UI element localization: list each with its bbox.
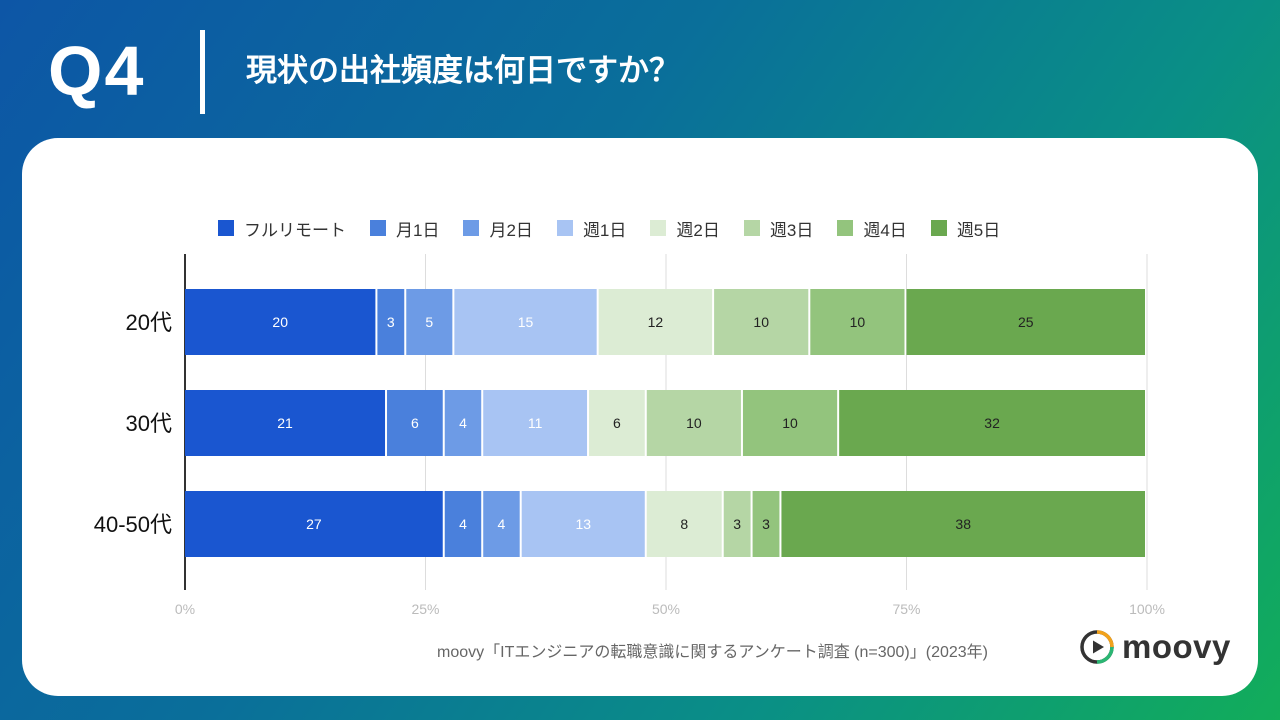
- data-label: 3: [733, 516, 741, 532]
- data-label: 4: [459, 516, 467, 532]
- data-label: 10: [782, 415, 798, 431]
- bar-segment: [444, 491, 482, 557]
- question-number: Q4: [48, 32, 146, 110]
- moovy-logo: moovy: [1078, 628, 1231, 666]
- y-category-label: 30代: [126, 411, 172, 436]
- data-label: 32: [984, 415, 1000, 431]
- legend-label: 週3日: [769, 220, 814, 240]
- question-title: 現状の出社頻度は何日ですか？: [246, 53, 680, 88]
- data-label: 8: [680, 516, 688, 532]
- data-label: 38: [955, 516, 971, 532]
- data-label: 4: [459, 415, 467, 431]
- play-circle-icon: [1080, 630, 1114, 664]
- legend-swatch: [463, 220, 480, 236]
- bar-segment: [839, 390, 1145, 456]
- legend-swatch: [218, 220, 234, 236]
- legend-item: 週2日: [650, 216, 720, 241]
- bar-segment: [781, 491, 1145, 557]
- data-label: 10: [850, 314, 866, 330]
- legend-swatch: [650, 220, 667, 236]
- data-label: 12: [648, 314, 664, 330]
- legend-item: フルリモート: [218, 216, 346, 241]
- legend-item: 週3日: [743, 216, 814, 241]
- legend-swatch: [743, 220, 760, 236]
- bar-segment: [406, 289, 453, 355]
- legend-label: フルリモート: [244, 220, 346, 240]
- y-category-label: 20代: [126, 310, 172, 335]
- bar-segment: [646, 390, 741, 456]
- bar-segment: [810, 289, 905, 355]
- bar-segment: [185, 390, 386, 456]
- data-label: 11: [528, 415, 543, 431]
- legend-swatch: [837, 220, 854, 236]
- data-label: 3: [762, 516, 770, 532]
- data-label: 5: [425, 314, 433, 330]
- legend-item: 週5日: [930, 216, 1001, 241]
- x-tick-label: 100%: [1129, 601, 1165, 617]
- data-label: 6: [411, 415, 419, 431]
- data-label: 6: [613, 415, 621, 431]
- legend-item: 週1日: [556, 216, 627, 241]
- data-label: 4: [498, 516, 506, 532]
- legend-label: 週2日: [676, 220, 720, 240]
- bar-segment: [387, 390, 443, 456]
- legend-swatch: [556, 220, 573, 236]
- data-label: 10: [686, 415, 702, 431]
- bar-segment: [185, 289, 376, 355]
- legend-label: 月1日: [396, 220, 440, 240]
- bar-segment: [742, 390, 838, 456]
- data-label: 21: [277, 415, 293, 431]
- legend-label: 月2日: [489, 220, 533, 240]
- data-label: 3: [387, 314, 395, 330]
- header-divider: [200, 30, 205, 114]
- bar-segment: [646, 491, 722, 557]
- bar-segment: [185, 491, 443, 557]
- x-tick-label: 50%: [652, 601, 680, 617]
- bar-segment: [598, 289, 713, 355]
- bar-segment: [906, 289, 1145, 355]
- y-category-label: 40-50代: [94, 512, 172, 537]
- legend-item: 月2日: [463, 216, 533, 241]
- x-tick-label: 25%: [411, 601, 439, 617]
- legend-label: 週1日: [582, 220, 627, 240]
- bar-segment: [483, 390, 588, 456]
- legend-label: 週5日: [956, 220, 1001, 240]
- data-label: 15: [518, 314, 534, 330]
- data-label: 13: [575, 516, 591, 532]
- logo-text: moovy: [1122, 628, 1231, 665]
- bar-segment: [752, 491, 780, 557]
- source-note: moovy「ITエンジニアの転職意識に関するアンケート調査 (n=300)」(2…: [437, 644, 988, 661]
- data-label: 20: [272, 314, 288, 330]
- legend-item: 週4日: [837, 216, 907, 241]
- bar-segment: [589, 390, 645, 456]
- legend-swatch: [370, 220, 386, 236]
- data-label: 25: [1018, 314, 1034, 330]
- data-label: 10: [753, 314, 769, 330]
- x-tick-label: 0%: [175, 601, 195, 617]
- legend-label: 週4日: [863, 220, 907, 240]
- bar-segment: [444, 390, 482, 456]
- bar-segment: [454, 289, 597, 355]
- bar-segment: [521, 491, 645, 557]
- bar-segment: [723, 491, 751, 557]
- x-tick-label: 75%: [892, 601, 920, 617]
- bar-segment: [714, 289, 809, 355]
- bar-segment: [483, 491, 520, 557]
- bar-segment: [377, 289, 405, 355]
- chart-legend: フルリモート 月1日 月2日 週1日 週2日 週3日 週4日 週5日: [218, 216, 1024, 240]
- legend-item: 月1日: [370, 216, 439, 241]
- legend-swatch: [930, 220, 947, 236]
- data-label: 27: [306, 516, 322, 532]
